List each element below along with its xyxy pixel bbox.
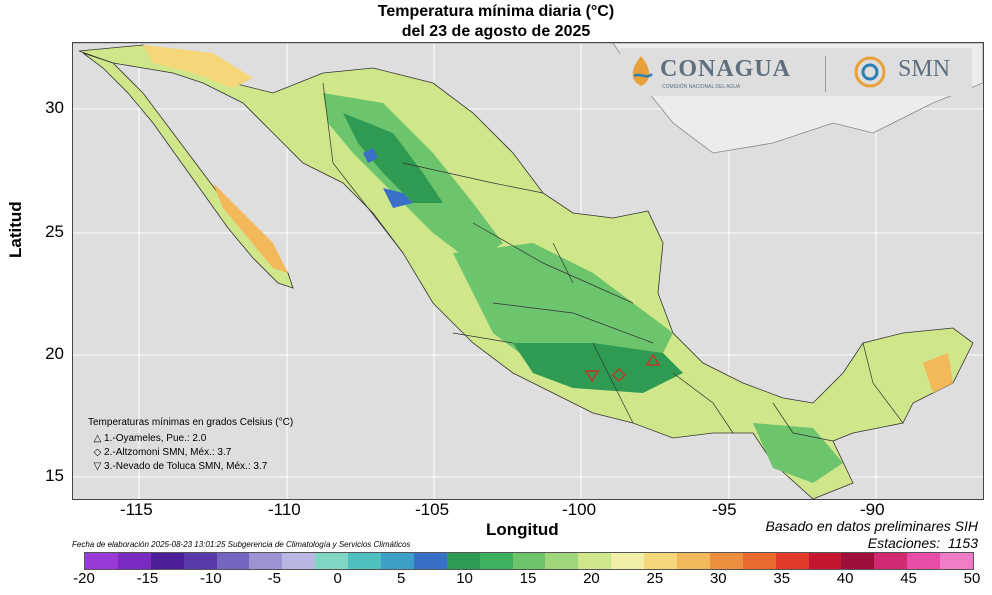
color-scale-tick: -5 bbox=[267, 570, 281, 587]
color-scale-tick: -20 bbox=[73, 570, 95, 587]
cool-zone-chiapas bbox=[753, 423, 843, 483]
y-tick: 30 bbox=[45, 98, 64, 117]
y-tick: 15 bbox=[45, 466, 64, 485]
color-scale-swatch bbox=[315, 553, 349, 569]
color-scale-tick: 40 bbox=[836, 570, 854, 587]
color-scale-swatch bbox=[282, 553, 316, 569]
y-tick: 20 bbox=[45, 344, 64, 363]
color-scale-tick: 30 bbox=[709, 570, 727, 587]
map-panel bbox=[72, 42, 984, 500]
color-scale-tick: 10 bbox=[456, 570, 473, 587]
color-scale-swatch bbox=[479, 553, 513, 569]
stations-count: Estaciones: 1153 bbox=[867, 535, 978, 551]
color-scale-swatch bbox=[611, 553, 645, 569]
legend-title: Temperaturas mínimas en grados Celsius (… bbox=[88, 417, 294, 428]
color-scale-swatch bbox=[117, 553, 151, 569]
color-scale-bar bbox=[84, 552, 974, 570]
cool-zone-transvolcanic bbox=[513, 343, 683, 393]
map-title: Temperatura mínima diaria (°C) del 23 de… bbox=[0, 2, 992, 42]
x-tick: -100 bbox=[562, 500, 597, 519]
color-scale-swatch bbox=[940, 553, 974, 569]
triangle-up-icon: △ bbox=[93, 433, 102, 444]
station-markers bbox=[584, 353, 661, 383]
smn-wordmark: SMN bbox=[898, 56, 951, 82]
color-scale-swatch bbox=[85, 553, 118, 569]
legend-entry: △ 1.-Oyameles, Pue.: 2.0 bbox=[93, 433, 207, 444]
color-scale-tick: 5 bbox=[396, 570, 406, 587]
color-scale-swatch bbox=[808, 553, 842, 569]
title-line-1: Temperatura mínima diaria (°C) bbox=[377, 3, 615, 20]
color-scale-swatch bbox=[183, 553, 217, 569]
data-source-note: Basado en datos preliminares SIH bbox=[765, 518, 978, 534]
warm-zone-yucatan bbox=[923, 353, 953, 393]
conagua-logo-icon bbox=[632, 56, 653, 86]
color-scale-swatch bbox=[512, 553, 546, 569]
color-scale-tick: 45 bbox=[900, 570, 917, 587]
x-tick: -95 bbox=[712, 500, 737, 519]
cool-zone-sierra-core bbox=[343, 113, 443, 203]
color-scale-swatch bbox=[413, 553, 447, 569]
station-altzomoni-marker bbox=[611, 367, 627, 383]
color-scale-swatch bbox=[381, 553, 414, 569]
x-tick: -90 bbox=[860, 500, 885, 519]
color-scale-swatch bbox=[644, 553, 678, 569]
color-scale-swatch bbox=[742, 553, 776, 569]
conagua-subtitle: COMISIÓN NACIONAL DEL AGUA bbox=[662, 84, 741, 90]
color-scale-swatch bbox=[775, 553, 809, 569]
color-scale-ticks: -20 -15 -10 -5 0 5 10 15 20 25 30 35 40 45 50 bbox=[73, 570, 980, 590]
color-scale-swatch bbox=[545, 553, 579, 569]
color-scale-swatch bbox=[216, 553, 250, 569]
color-scale-swatch bbox=[249, 553, 283, 569]
smn-logo-icon bbox=[854, 56, 886, 88]
x-tick: -110 bbox=[268, 500, 301, 519]
diamond-icon: ◇ bbox=[93, 447, 102, 458]
color-scale-swatch bbox=[874, 553, 908, 569]
color-scale-swatch bbox=[578, 553, 612, 569]
color-scale-swatch bbox=[348, 553, 382, 569]
color-scale-swatch bbox=[907, 553, 941, 569]
cool-zone-cold-spots bbox=[363, 148, 413, 208]
title-line-2: del 23 de agosto de 2025 bbox=[401, 23, 591, 40]
station-legend: Temperaturas mínimas en grados Celsius (… bbox=[88, 416, 293, 474]
color-scale-tick: 25 bbox=[646, 570, 664, 587]
x-tick: -115 bbox=[120, 500, 153, 519]
map-canvas bbox=[73, 43, 983, 499]
station-nevado-toluca-marker bbox=[584, 370, 600, 383]
state-borders bbox=[322, 82, 904, 442]
color-scale-swatch bbox=[446, 553, 480, 569]
baja-california bbox=[82, 52, 294, 289]
color-scale-swatch bbox=[841, 553, 875, 569]
y-axis-label: Latitud bbox=[6, 201, 25, 258]
color-scale-tick: 0 bbox=[333, 570, 342, 587]
color-scale-tick: -10 bbox=[200, 570, 222, 587]
color-scale-tick: -15 bbox=[136, 570, 159, 587]
triangle-down-icon: ▽ bbox=[93, 461, 102, 472]
conagua-wordmark: CONAGUA bbox=[660, 56, 791, 82]
warm-zone-baja bbox=[213, 183, 288, 273]
elaboration-date: Fecha de elaboración 2025-08-23 13:01:25… bbox=[72, 540, 411, 549]
legend-entry: ◇ 2.-Altzomoni SMN, Méx.: 3.7 bbox=[93, 447, 232, 458]
station-oyameles-marker bbox=[645, 353, 661, 366]
x-tick: -105 bbox=[415, 500, 450, 519]
x-axis-label: Longitud bbox=[486, 520, 559, 539]
logo-separator bbox=[825, 56, 826, 92]
color-scale-tick: 35 bbox=[773, 570, 791, 587]
color-scale-swatch bbox=[709, 553, 743, 569]
y-tick: 25 bbox=[45, 222, 64, 241]
logo-panel bbox=[620, 48, 972, 96]
color-scale-swatch bbox=[150, 553, 184, 569]
color-scale-tick: 20 bbox=[583, 570, 600, 587]
color-scale-tick: 50 bbox=[963, 570, 981, 587]
color-scale-tick: 15 bbox=[519, 570, 537, 587]
legend-entry: ▽ 3.-Nevado de Toluca SMN, Méx.: 3.7 bbox=[93, 461, 268, 472]
warm-zone-northwest bbox=[143, 45, 253, 88]
color-scale-swatch bbox=[677, 553, 710, 569]
